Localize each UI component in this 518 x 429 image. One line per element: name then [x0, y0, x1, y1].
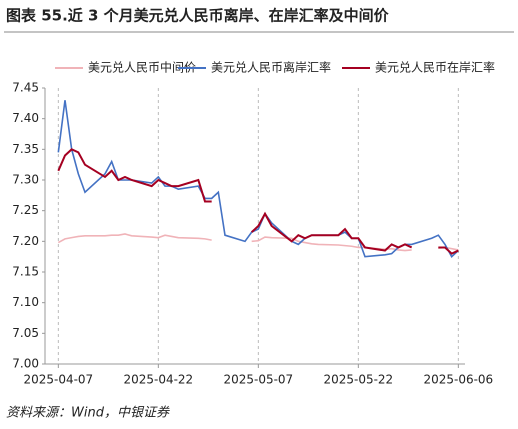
- x-tick-label: 2025-05-07: [223, 373, 293, 387]
- source-note: 资料来源：Wind，中银证券: [6, 406, 170, 421]
- legend-label: 美元兑人民币离岸汇率: [211, 60, 331, 75]
- y-tick-label: 7.20: [12, 234, 39, 248]
- x-tick-label: 2025-06-06: [423, 373, 493, 387]
- y-tick-label: 7.10: [12, 295, 39, 309]
- x-tick-label: 2025-04-07: [23, 373, 93, 387]
- y-tick-label: 7.40: [12, 111, 39, 125]
- x-tick-label: 2025-04-22: [123, 373, 193, 387]
- y-tick-label: 7.30: [12, 173, 39, 187]
- y-tick-label: 7.00: [12, 357, 39, 371]
- y-tick-label: 7.25: [12, 203, 39, 217]
- y-tick-label: 7.15: [12, 265, 39, 279]
- legend-label: 美元兑人民币中间价: [88, 60, 196, 75]
- y-tick-label: 7.35: [12, 142, 39, 156]
- legend-label: 美元兑人民币在岸汇率: [375, 60, 495, 75]
- series-line: [57, 148, 459, 255]
- y-tick-label: 7.05: [12, 326, 39, 340]
- chart-title: 图表 55.近 3 个月美元兑人民币离岸、在岸汇率及中间价: [6, 7, 390, 25]
- x-tick-label: 2025-05-22: [323, 373, 393, 387]
- y-tick-label: 7.45: [12, 81, 39, 95]
